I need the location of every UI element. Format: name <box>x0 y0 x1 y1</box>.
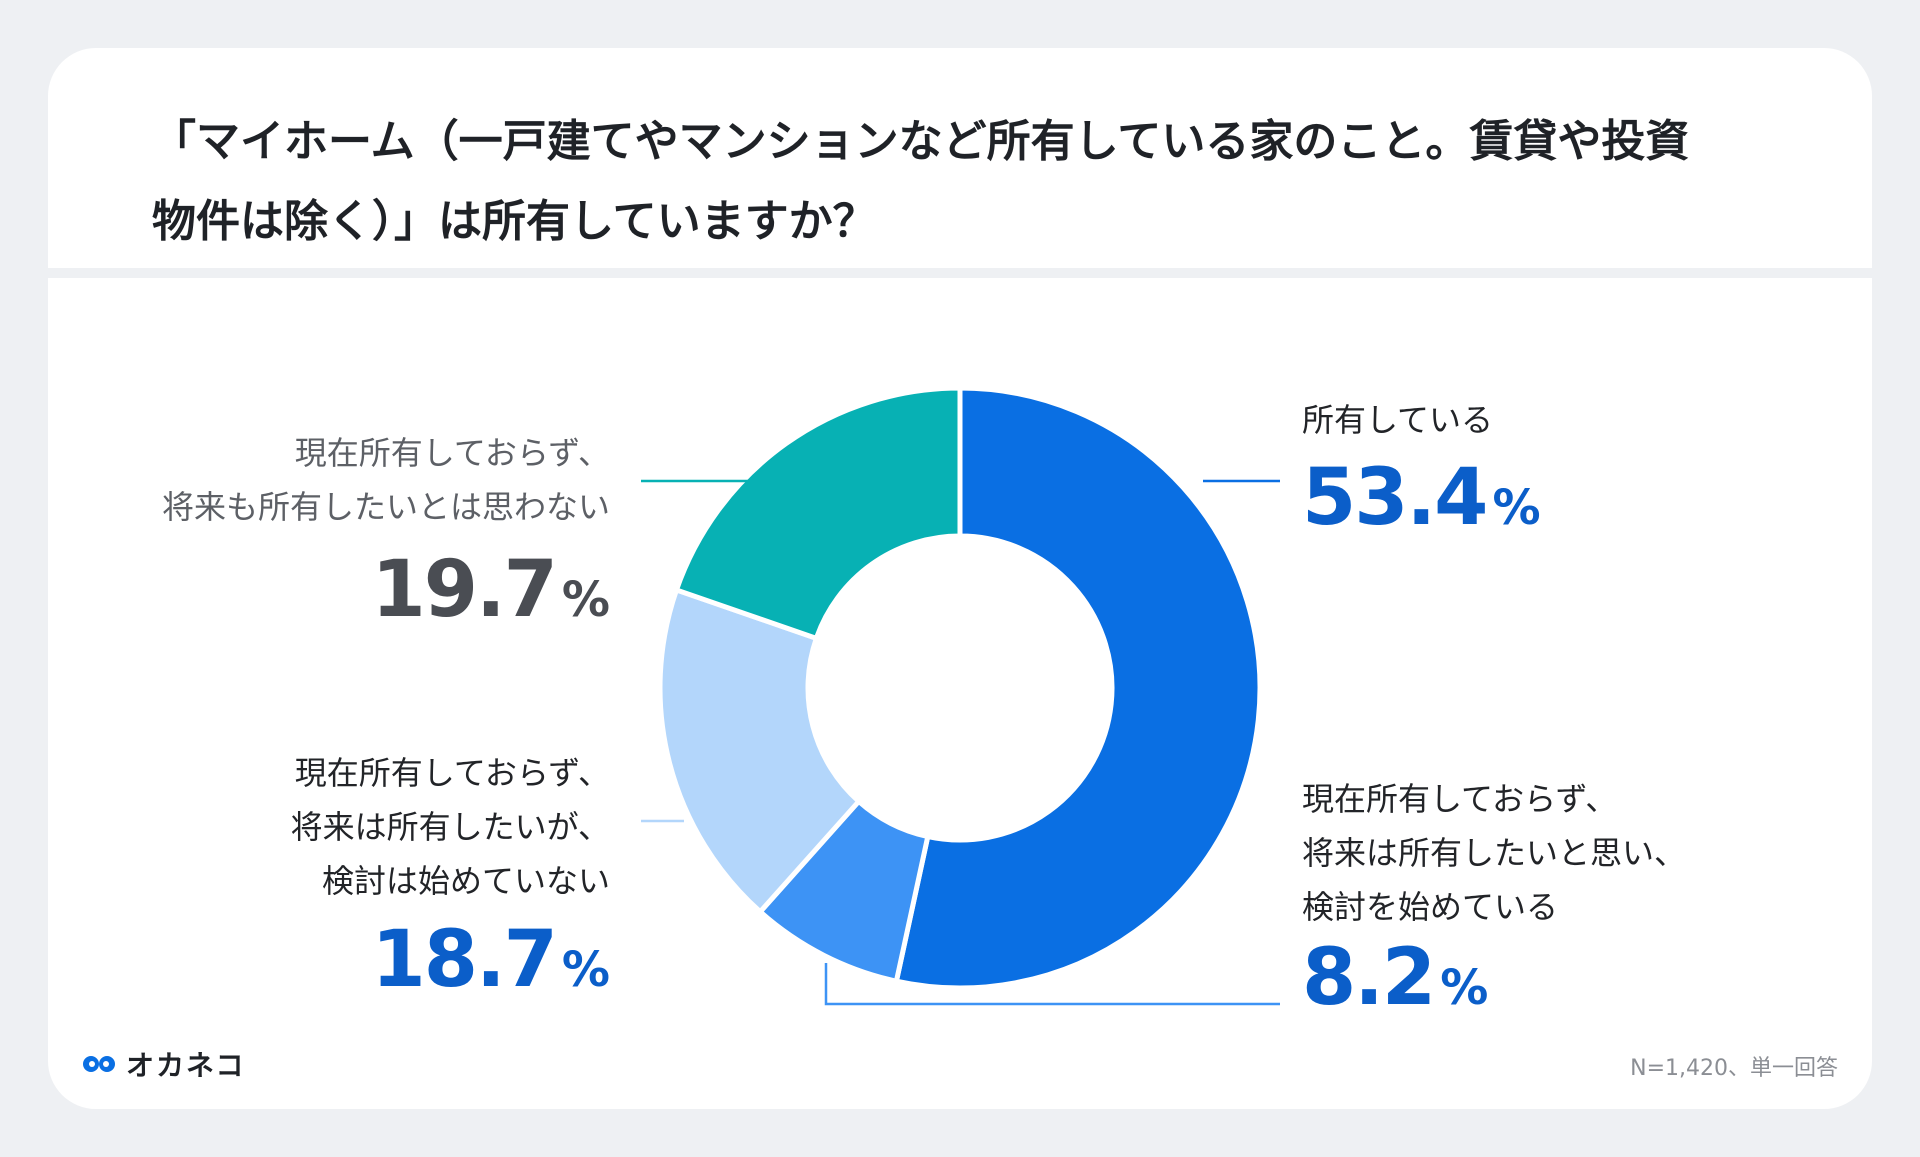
chart-title: 「マイホーム（一戸建てやマンションなど所有している家のこと。賃貸や投資 物件は除… <box>152 116 1690 247</box>
slice-no-intention <box>673 385 963 642</box>
brand-logo: オカネコ <box>82 1044 245 1084</box>
brand-name: オカネコ <box>126 1049 246 1082</box>
unit-no-intention: % <box>561 572 610 628</box>
chart-card: 「マイホーム（一戸建てやマンションなど所有している家のこと。賃貸や投資 物件は除… <box>48 48 1872 1109</box>
leader-line-considering <box>824 963 1280 1006</box>
value-no-intention: 19.7 <box>371 545 557 635</box>
value-considering: 8.2 <box>1302 933 1436 1023</box>
unit-not-considering: % <box>561 942 610 998</box>
sample-note: N=1,420、単一回答 <box>1630 1056 1838 1081</box>
value-not-considering: 18.7 <box>371 915 557 1005</box>
legend-label-no-intention: 現在所有しておらず、 将来も所有したいとは思わない <box>161 434 610 526</box>
data-label-not-considering: 18.7% <box>371 920 610 1010</box>
okaneko-logo-icon <box>83 1056 115 1072</box>
unit-owned: % <box>1492 480 1541 536</box>
unit-considering: % <box>1440 960 1489 1016</box>
value-owned: 53.4 <box>1302 453 1488 543</box>
legend-label-considering: 現在所有しておらず、 将来は所有したいと思い、 検討を始めている <box>1302 780 1687 926</box>
data-label-owned: 53.4% <box>1302 458 1541 548</box>
donut-chart <box>641 385 1280 1006</box>
slice-owned <box>893 385 1263 991</box>
data-label-no-intention: 19.7% <box>371 550 610 640</box>
data-label-considering: 8.2% <box>1302 938 1488 1028</box>
title-area: 「マイホーム（一戸建てやマンションなど所有している家のこと。賃貸や投資 物件は除… <box>48 48 1872 278</box>
legend-label-not-considering: 現在所有しておらず、 将来は所有したいが、 検討は始めていない <box>290 754 610 900</box>
legend-label-owned: 所有している <box>1302 401 1494 439</box>
slice-not-considering <box>657 586 863 916</box>
